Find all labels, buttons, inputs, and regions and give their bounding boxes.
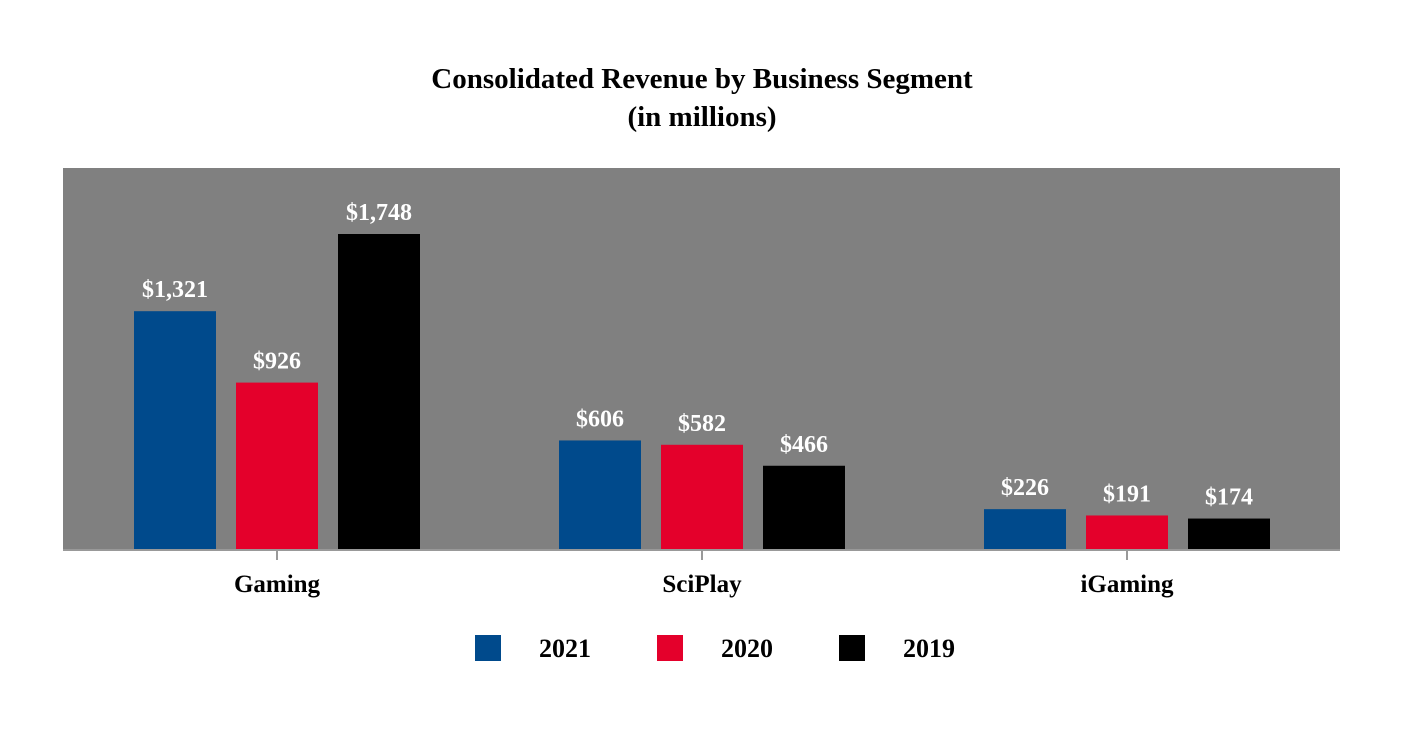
bar-igaming-2021 xyxy=(984,509,1066,550)
data-label-gaming-2020: $926 xyxy=(253,349,301,375)
bar-igaming-2020 xyxy=(1086,515,1168,550)
bar-gaming-2021 xyxy=(134,311,216,550)
data-label-sciplay-2020: $582 xyxy=(678,411,726,437)
bar-sciplay-2021 xyxy=(559,440,641,550)
chart-title: Consolidated Revenue by Business Segment xyxy=(431,63,973,95)
data-label-sciplay-2021: $606 xyxy=(576,406,624,432)
data-label-igaming-2019: $174 xyxy=(1205,485,1253,511)
legend: 2021 2020 2019 xyxy=(0,634,1404,666)
data-label-igaming-2020: $191 xyxy=(1103,481,1151,507)
legend-swatch-2020 xyxy=(657,635,683,661)
legend-label-2019: 2019 xyxy=(903,634,955,663)
legend-swatch-2019 xyxy=(839,635,865,661)
chart-subtitle: (in millions) xyxy=(627,101,777,133)
x-tick-label-gaming: Gaming xyxy=(234,571,321,598)
bar-sciplay-2019 xyxy=(763,465,845,550)
bar-gaming-2020 xyxy=(236,382,318,550)
x-tick-label-sciplay: SciPlay xyxy=(662,571,742,598)
data-label-igaming-2021: $226 xyxy=(1001,475,1049,501)
bar-igaming-2019 xyxy=(1188,518,1270,550)
data-label-gaming-2021: $1,321 xyxy=(142,277,208,303)
x-tick-label-igaming: iGaming xyxy=(1080,571,1174,598)
bar-gaming-2019 xyxy=(338,234,420,550)
data-label-gaming-2019: $1,748 xyxy=(346,200,412,226)
bar-chart: $1,321 $926 $1,748 Gaming $606 $582 $466 SciPla… xyxy=(63,168,1340,598)
bar-sciplay-2020 xyxy=(661,444,743,550)
data-label-sciplay-2019: $466 xyxy=(780,432,828,458)
legend-label-2020: 2020 xyxy=(721,634,773,663)
legend-label-2021: 2021 xyxy=(539,634,591,663)
legend-swatch-2021 xyxy=(475,635,501,661)
